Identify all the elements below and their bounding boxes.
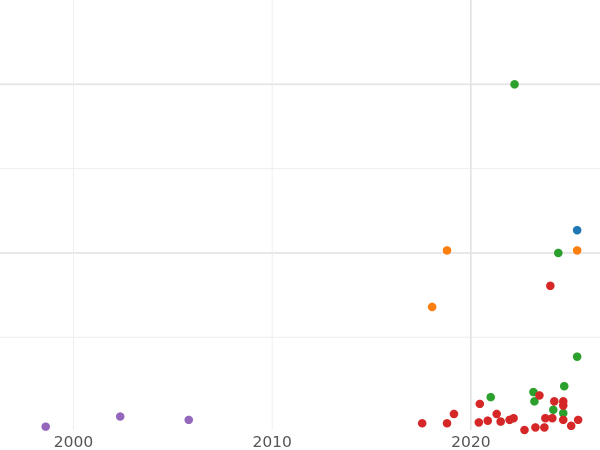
data-point-3-15 (541, 413, 550, 423)
data-point-3-5 (475, 399, 485, 409)
x-tick-label-2020: 2020 (451, 433, 490, 450)
data-point-4-0 (41, 422, 50, 431)
x-tick-label-2010: 2010 (252, 433, 291, 450)
data-point-2-5 (486, 392, 496, 402)
data-point-3-6 (449, 409, 459, 419)
data-point-3-1 (535, 391, 544, 400)
data-point-3-10 (483, 416, 493, 426)
data-point-3-18 (573, 415, 583, 425)
data-point-2-3 (559, 381, 569, 391)
data-point-3-13 (417, 418, 427, 428)
data-point-3-20 (540, 423, 549, 432)
data-point-3-22 (520, 425, 529, 435)
data-point-3-7 (492, 409, 501, 419)
data-point-3-19 (531, 423, 540, 432)
data-point-3-14 (442, 418, 452, 428)
data-point-2-6 (530, 397, 539, 406)
data-point-3-2 (550, 397, 559, 406)
data-point-3-0 (546, 281, 555, 291)
data-point-2-0 (510, 80, 519, 89)
data-point-4-2 (184, 415, 194, 425)
data-point-0-0 (572, 225, 582, 235)
data-point-3-9 (505, 415, 514, 425)
data-point-1-1 (427, 302, 437, 312)
data-point-2-7 (549, 405, 558, 415)
x-tick-label-2000: 2000 (54, 433, 93, 450)
data-point-3-21 (566, 421, 576, 431)
data-point-1-2 (572, 246, 582, 255)
data-point-3-11 (496, 417, 505, 426)
data-point-3-17 (558, 415, 568, 425)
data-point-2-2 (572, 352, 582, 361)
data-point-3-12 (474, 418, 484, 427)
data-point-4-1 (115, 412, 125, 421)
data-points (41, 80, 583, 435)
x-axis-tick-labels: 2000 2010 2020 (54, 433, 491, 450)
grid-lines (0, 0, 600, 430)
data-point-3-16 (548, 413, 557, 423)
data-point-3-4 (558, 401, 568, 410)
data-point-1-0 (442, 246, 452, 255)
data-point-2-1 (553, 248, 563, 258)
data-point-2-8 (558, 408, 568, 418)
